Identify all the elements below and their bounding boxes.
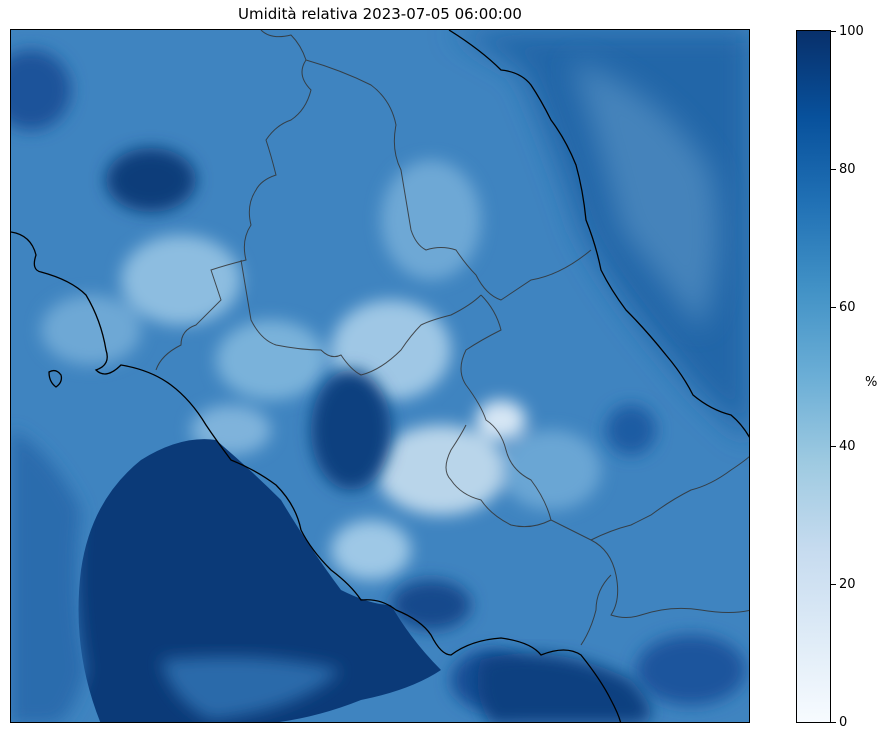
gulf-dark-patch: [477, 653, 651, 722]
colorbar-tick-40: [831, 446, 836, 447]
coastline: [11, 30, 749, 722]
map-canvas: [11, 30, 749, 722]
colorbar-tick-60: [831, 307, 836, 308]
colorbar-label-80: 80: [839, 162, 856, 177]
colorbar-label-40: 40: [839, 439, 856, 454]
colorbar-tick-0: [831, 722, 836, 723]
colorbar-label-100: 100: [839, 24, 864, 39]
colorbar-label-60: 60: [839, 300, 856, 315]
colorbar-unit: %: [865, 375, 878, 390]
humidity-map[interactable]: [10, 29, 750, 723]
colorbar-tick-100: [831, 31, 836, 32]
tyrrhenian-sea: [78, 439, 441, 722]
colorbar-label-0: 0: [839, 715, 848, 730]
colorbar: [796, 30, 831, 723]
colorbar-tick-80: [831, 169, 836, 170]
colorbar-label-20: 20: [839, 577, 856, 592]
sea-west-margin: [11, 430, 86, 722]
map-title: Umidità relativa 2023-07-05 06:00:00: [238, 5, 522, 23]
sea-lighter-band: [161, 656, 341, 720]
regional-borders: [155, 30, 749, 646]
adriatic-wave-pattern: [571, 60, 719, 330]
dark-humidity-patches: [11, 50, 746, 710]
colorbar-tick-20: [831, 584, 836, 585]
